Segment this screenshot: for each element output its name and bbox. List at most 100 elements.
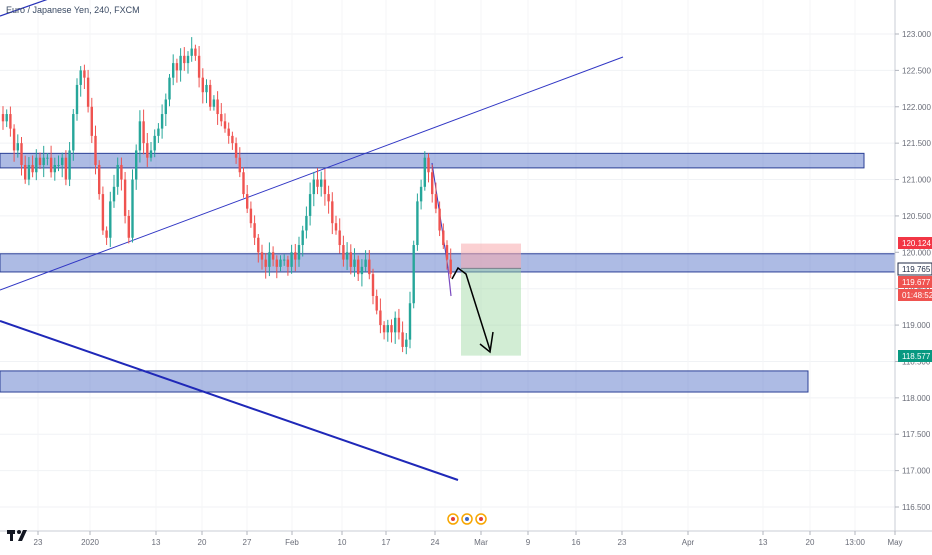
candle-body (249, 208, 253, 224)
candle-body (290, 252, 293, 267)
candle-body (61, 157, 64, 165)
candle-body (164, 99, 167, 115)
candle (127, 209, 130, 244)
candle (442, 223, 445, 249)
candle (320, 171, 323, 197)
candle (216, 91, 219, 125)
candle (223, 113, 227, 133)
candle-body (5, 114, 8, 122)
candle (138, 110, 142, 163)
candle (164, 93, 167, 127)
candle-body (83, 70, 86, 78)
support-zone (0, 370, 809, 393)
price-label-bid: 119.765 (897, 262, 932, 276)
candle (31, 155, 34, 178)
time-tick-label: 13:00 (845, 538, 866, 547)
candle-body (135, 150, 138, 180)
candle (12, 124, 16, 162)
candle (257, 234, 260, 263)
candle-body (90, 106, 93, 136)
price-label-text: 119.765 (902, 265, 931, 274)
short-position[interactable] (461, 243, 521, 356)
candle-body (127, 215, 130, 238)
candle-body (416, 201, 419, 246)
candle (290, 244, 293, 274)
candle-body (257, 237, 260, 253)
descending-line (0, 320, 459, 481)
candle-body (183, 55, 186, 64)
price-tick-label: 123.000 (902, 30, 931, 39)
candle-body (1, 114, 5, 122)
candle-body (175, 63, 179, 71)
candle (35, 149, 38, 181)
candle (271, 246, 275, 267)
candle (279, 255, 282, 272)
candle-body (101, 194, 105, 231)
candle-body (212, 99, 216, 107)
upper-ascending-line (0, 0, 48, 17)
events-icon[interactable] (445, 508, 493, 530)
candle-body (205, 84, 208, 93)
candle (434, 182, 438, 214)
price-label-take-profit: 118.577 (898, 350, 932, 362)
candle-body (57, 164, 60, 166)
price-tick-label: 119.000 (902, 321, 931, 330)
candle-body (149, 150, 153, 158)
candle (368, 250, 371, 280)
candle-body (146, 143, 149, 158)
candle (209, 79, 212, 111)
time-tick-label: Feb (285, 538, 299, 547)
candle-body (201, 77, 204, 93)
candle (371, 268, 375, 305)
zones[interactable] (0, 152, 896, 393)
candle-body (334, 223, 338, 231)
candle-body (16, 143, 19, 151)
candle (1, 106, 5, 130)
candle-body (227, 128, 230, 136)
candle (201, 68, 204, 104)
candle (386, 319, 389, 342)
candle-body (209, 84, 212, 107)
candle (308, 182, 312, 226)
candle-body (382, 325, 386, 333)
chart-title: Euro / Japanese Yen, 240, FXCM (6, 5, 140, 15)
candle (131, 169, 134, 243)
candle (175, 58, 179, 83)
candle (157, 123, 160, 143)
candle-body (375, 295, 378, 311)
candle (408, 291, 412, 349)
price-label-text: 118.577 (902, 352, 931, 361)
event-badges[interactable] (445, 508, 493, 530)
candle (405, 332, 408, 355)
price-label-ask: 119.677 (898, 276, 932, 288)
candle-body (445, 245, 449, 260)
candle (212, 95, 216, 111)
candle-body (434, 194, 438, 209)
candle (20, 137, 23, 176)
candle (331, 192, 334, 235)
time-tick-label: May (887, 538, 902, 547)
candle (345, 242, 349, 271)
price-labels: 120.124 119.765 119.677 01:48:52 118.577 (897, 237, 932, 362)
candle-body (98, 164, 101, 195)
candle (249, 201, 253, 228)
candle (9, 106, 12, 137)
candle (83, 64, 86, 90)
trendlines[interactable] (0, 0, 624, 481)
projection-arrow[interactable] (451, 266, 494, 354)
candle-body (194, 48, 197, 56)
candle (86, 69, 90, 113)
candle (109, 191, 112, 248)
candle (246, 185, 249, 214)
candle (172, 54, 175, 86)
candle-body (253, 223, 256, 238)
candle (449, 248, 452, 279)
candle (323, 169, 327, 206)
candle-body (401, 332, 404, 347)
candle-body (349, 252, 352, 267)
price-tick-label: 121.000 (902, 176, 931, 185)
time-axis[interactable]: 23 2020 13 20 27 Feb 10 17 24 Mar 9 16 23 Apr 13 20 13:0… (0, 530, 932, 547)
candle (401, 321, 404, 353)
